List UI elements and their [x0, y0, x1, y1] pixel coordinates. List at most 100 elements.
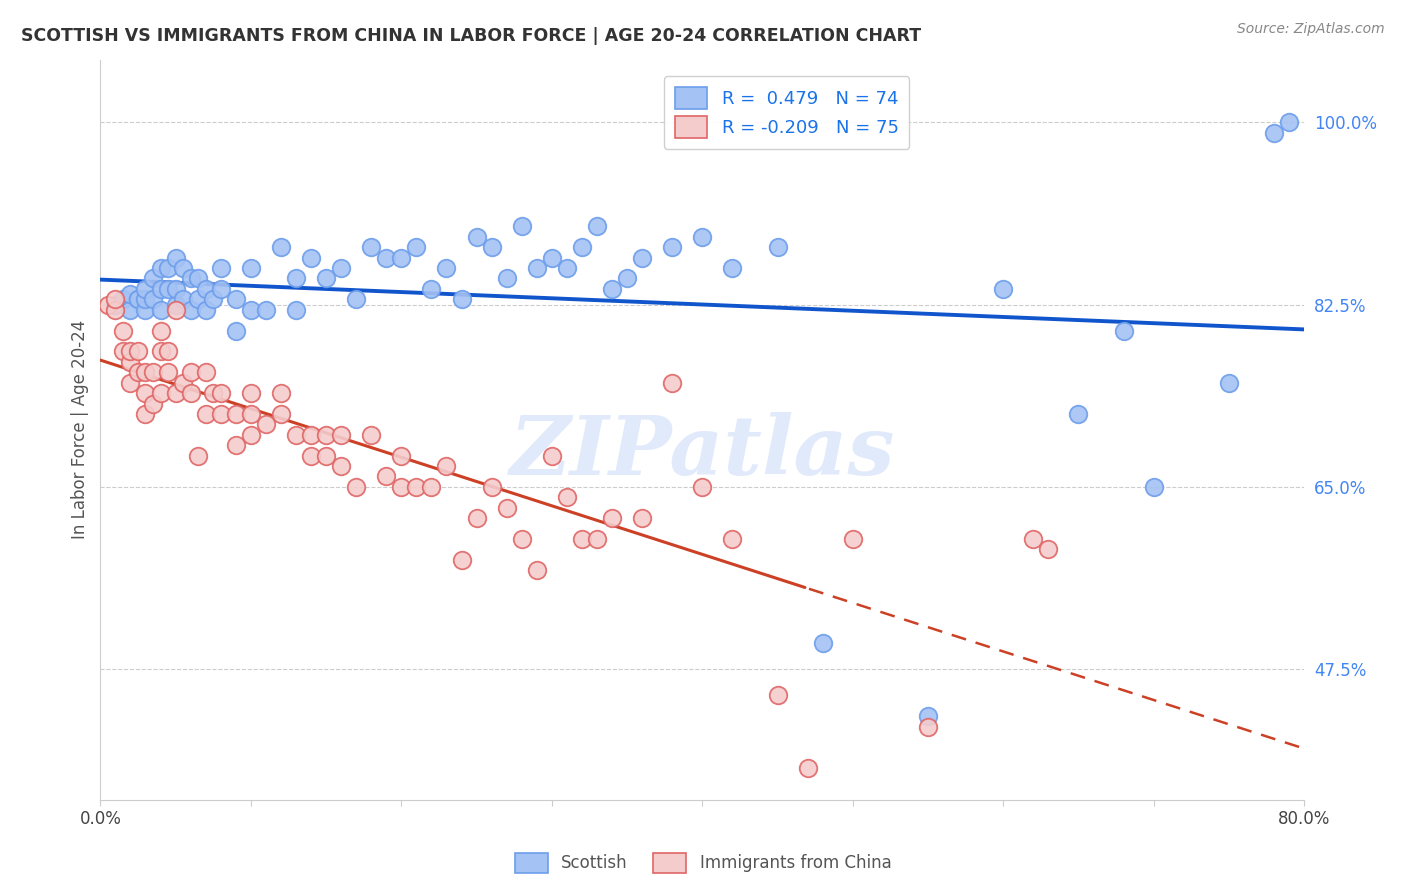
Point: [165, 386, 187, 401]
Point: [202, 293, 225, 307]
Y-axis label: In Labor Force | Age 20-24: In Labor Force | Age 20-24: [72, 320, 89, 539]
Point: [436, 458, 458, 473]
Point: [526, 563, 548, 577]
Point: [187, 271, 209, 285]
Point: [157, 260, 180, 275]
Point: [111, 344, 134, 359]
Point: [180, 302, 202, 317]
Point: [120, 302, 142, 317]
Point: [1022, 532, 1045, 546]
Point: [239, 407, 262, 421]
Point: [225, 324, 247, 338]
Point: [209, 260, 232, 275]
Legend: R =  0.479   N = 74, R = -0.209   N = 75: R = 0.479 N = 74, R = -0.209 N = 75: [664, 76, 910, 149]
Point: [375, 469, 398, 483]
Point: [97, 297, 120, 311]
Point: [436, 260, 458, 275]
Point: [127, 293, 149, 307]
Point: [1263, 126, 1285, 140]
Point: [315, 271, 337, 285]
Point: [149, 344, 172, 359]
Point: [389, 449, 412, 463]
Point: [120, 344, 142, 359]
Point: [254, 417, 277, 432]
Point: [157, 365, 180, 379]
Point: [344, 293, 367, 307]
Point: [225, 293, 247, 307]
Point: [134, 365, 156, 379]
Point: [104, 293, 127, 307]
Point: [127, 365, 149, 379]
Point: [510, 219, 533, 234]
Point: [344, 480, 367, 494]
Point: [375, 251, 398, 265]
Point: [690, 480, 713, 494]
Point: [127, 293, 149, 307]
Point: [209, 407, 232, 421]
Point: [766, 688, 789, 702]
Point: [1218, 376, 1240, 390]
Point: [481, 480, 503, 494]
Point: [571, 532, 593, 546]
Point: [149, 302, 172, 317]
Point: [555, 491, 578, 505]
Point: [299, 449, 322, 463]
Point: [239, 386, 262, 401]
Point: [1038, 542, 1060, 557]
Point: [172, 376, 194, 390]
Point: [172, 293, 194, 307]
Point: [811, 636, 834, 650]
Point: [120, 355, 142, 369]
Point: [142, 293, 165, 307]
Point: [157, 282, 180, 296]
Point: [481, 240, 503, 254]
Text: ZIPatlas: ZIPatlas: [509, 412, 896, 491]
Point: [142, 396, 165, 410]
Point: [495, 500, 517, 515]
Point: [330, 427, 353, 442]
Point: [142, 365, 165, 379]
Point: [315, 449, 337, 463]
Point: [993, 282, 1015, 296]
Point: [149, 260, 172, 275]
Point: [239, 302, 262, 317]
Point: [225, 407, 247, 421]
Point: [209, 386, 232, 401]
Point: [239, 260, 262, 275]
Point: [495, 271, 517, 285]
Point: [285, 427, 308, 442]
Point: [134, 407, 156, 421]
Point: [134, 282, 156, 296]
Point: [104, 297, 127, 311]
Point: [766, 240, 789, 254]
Point: [165, 251, 187, 265]
Point: [202, 386, 225, 401]
Point: [299, 251, 322, 265]
Point: [127, 344, 149, 359]
Point: [187, 293, 209, 307]
Point: [555, 260, 578, 275]
Point: [194, 282, 217, 296]
Point: [510, 532, 533, 546]
Point: [721, 532, 744, 546]
Point: [450, 553, 472, 567]
Point: [389, 251, 412, 265]
Point: [450, 293, 472, 307]
Point: [330, 260, 353, 275]
Point: [111, 324, 134, 338]
Point: [209, 282, 232, 296]
Point: [180, 271, 202, 285]
Point: [270, 386, 292, 401]
Point: [270, 240, 292, 254]
Text: SCOTTISH VS IMMIGRANTS FROM CHINA IN LABOR FORCE | AGE 20-24 CORRELATION CHART: SCOTTISH VS IMMIGRANTS FROM CHINA IN LAB…: [21, 27, 921, 45]
Point: [194, 302, 217, 317]
Point: [172, 260, 194, 275]
Point: [540, 449, 562, 463]
Point: [134, 302, 156, 317]
Point: [600, 282, 623, 296]
Point: [917, 720, 939, 734]
Legend: Scottish, Immigrants from China: Scottish, Immigrants from China: [508, 847, 898, 880]
Point: [254, 302, 277, 317]
Point: [420, 480, 443, 494]
Point: [157, 344, 180, 359]
